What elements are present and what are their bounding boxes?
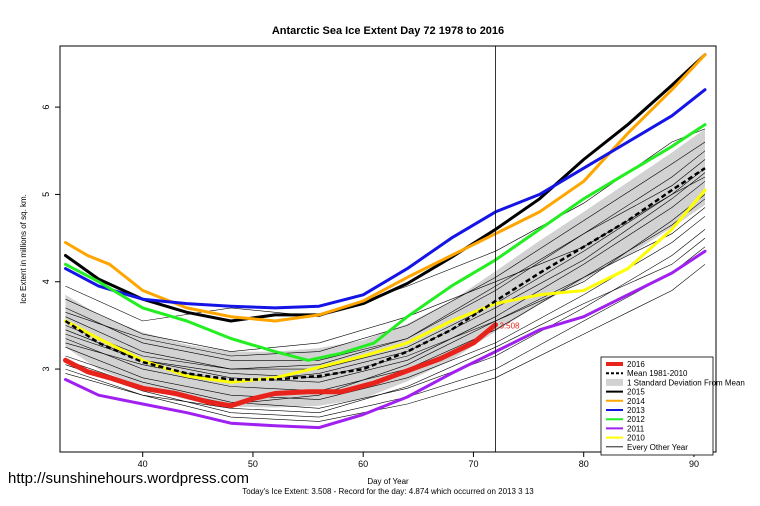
y-axis-label: Ice Extent in millions of sq. km. bbox=[19, 194, 28, 304]
other-year-line-15 bbox=[65, 141, 706, 357]
other-year-line-9 bbox=[65, 264, 706, 422]
x-tick-label: 80 bbox=[579, 459, 589, 469]
x-tick-label: 60 bbox=[358, 459, 368, 469]
other-year-line-3 bbox=[65, 167, 706, 370]
other-year-line-10 bbox=[65, 159, 706, 370]
chart-title: Antarctic Sea Ice Extent Day 72 1978 to … bbox=[272, 25, 504, 37]
y-tick-label: 4 bbox=[41, 279, 51, 284]
legend-box bbox=[600, 356, 714, 456]
legend-label: 2010 bbox=[627, 434, 645, 443]
other-year-line-6 bbox=[65, 216, 706, 400]
legend-label: 2013 bbox=[627, 406, 645, 415]
legend-label: 2015 bbox=[627, 388, 645, 397]
series-line-2014 bbox=[64, 53, 707, 323]
x-axis-label: Day of Year bbox=[367, 477, 409, 486]
watermark: http://sunshinehours.wordpress.com bbox=[8, 470, 249, 487]
x-tick-label: 70 bbox=[468, 459, 478, 469]
series-line-2013 bbox=[64, 88, 707, 310]
series-line-2016 bbox=[63, 322, 498, 409]
legend-label: Every Other Year bbox=[627, 443, 688, 452]
series-line-2011 bbox=[64, 249, 707, 430]
legend-label: 2012 bbox=[627, 415, 645, 424]
other-year-line-16 bbox=[65, 194, 706, 379]
y-axis: 3 4 5 6 bbox=[41, 105, 60, 372]
x-tick-label: 50 bbox=[248, 459, 258, 469]
other-year-line-4 bbox=[65, 181, 706, 383]
legend-label: Mean 1981-2010 bbox=[627, 369, 688, 378]
today-marker-layer: 3.508 bbox=[495, 46, 520, 452]
legend-label: 1 Standard Deviation From Mean bbox=[627, 378, 745, 387]
legend-swatch bbox=[606, 378, 623, 386]
y-tick-label: 5 bbox=[41, 192, 51, 197]
x-tick-label: 40 bbox=[138, 459, 148, 469]
series-line-2015 bbox=[64, 53, 707, 323]
legend-label: 2014 bbox=[627, 397, 645, 406]
current-value-label: 3.508 bbox=[499, 322, 520, 331]
y-tick-label: 6 bbox=[41, 105, 51, 110]
series-line-2010 bbox=[64, 188, 707, 384]
y-tick-label: 3 bbox=[41, 367, 51, 372]
series-layer bbox=[63, 53, 707, 430]
series-line-2012 bbox=[64, 123, 707, 362]
x-tick-label: 90 bbox=[689, 459, 699, 469]
other-year-line-7 bbox=[65, 229, 706, 409]
legend-label: 2011 bbox=[627, 424, 645, 433]
legend-label: 2016 bbox=[627, 360, 645, 369]
footer-note: Today's Ice Extent: 3.508 - Record for t… bbox=[242, 487, 534, 496]
other-year-line-14 bbox=[65, 237, 706, 414]
